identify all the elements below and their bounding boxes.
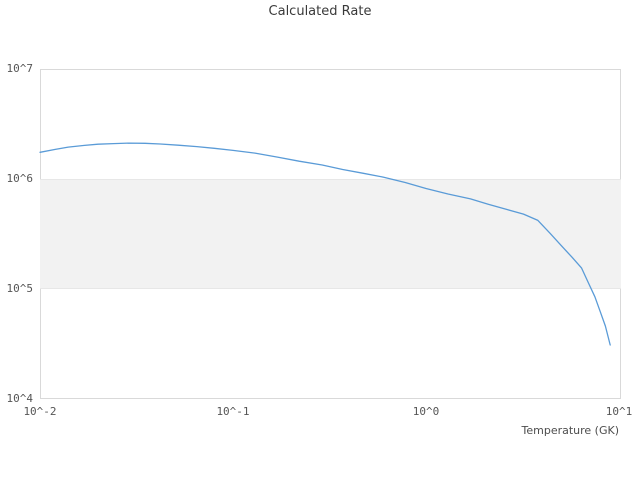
chart-title: Calculated Rate	[268, 4, 372, 19]
y-tick-label: 10^7	[6, 62, 34, 75]
x-axis-title: Temperature (GK)	[521, 424, 620, 437]
x-tick-label: 10^1	[605, 405, 633, 418]
x-tick-label: 10^-2	[23, 405, 57, 418]
x-tick-label: 10^-1	[216, 405, 250, 418]
x-tick-label: 10^0	[412, 405, 440, 418]
rate-line-series	[39, 142, 611, 346]
y-tick-label: 10^6	[6, 172, 34, 185]
shaded-band-annotation	[40, 179, 621, 289]
y-tick-label: 10^5	[6, 282, 34, 295]
y-tick-label: 10^4	[6, 392, 34, 405]
